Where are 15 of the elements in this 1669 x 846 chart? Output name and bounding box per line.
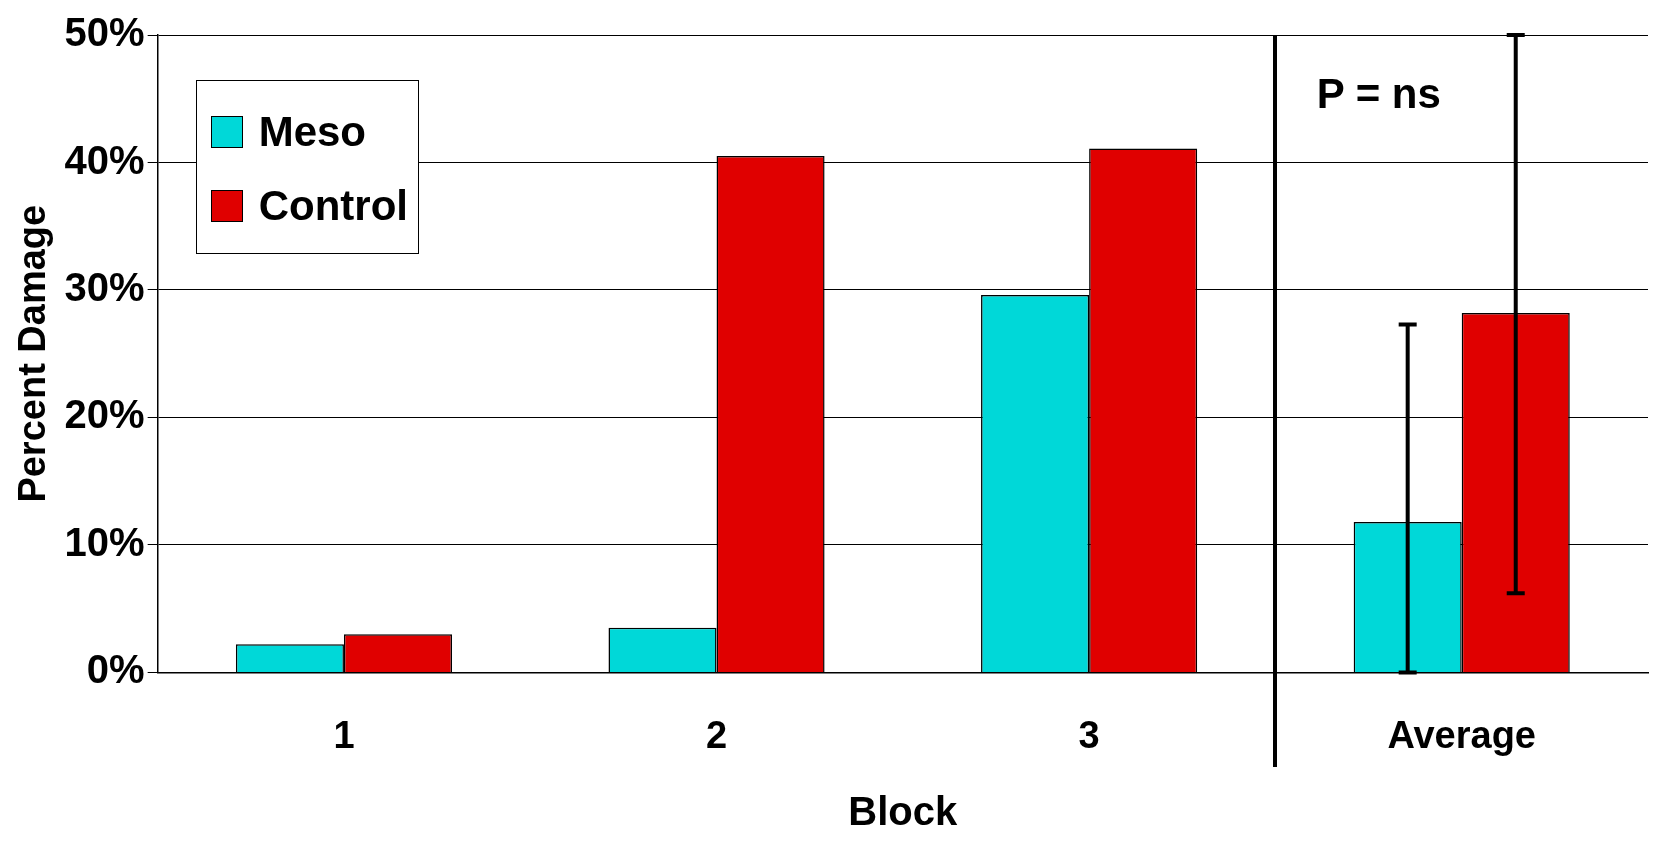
x-axis-title: Block bbox=[848, 789, 959, 834]
x-tick-label: Average bbox=[1387, 713, 1536, 756]
annotation: P = ns bbox=[1316, 70, 1441, 118]
y-axis-title: Percent Damage bbox=[11, 204, 54, 503]
y-tick-label: 30% bbox=[64, 264, 145, 309]
legend-label: Control bbox=[258, 181, 408, 231]
y-tick-label: 40% bbox=[64, 137, 145, 182]
y-tick-label: 20% bbox=[64, 392, 145, 437]
y-tick-label: 0% bbox=[86, 647, 145, 692]
y-tick-label: 50% bbox=[64, 10, 145, 55]
y-tick-label: 10% bbox=[64, 519, 145, 564]
legend-label: Meso bbox=[258, 107, 367, 157]
x-tick-label: 3 bbox=[1078, 713, 1100, 756]
x-tick-label: 1 bbox=[333, 713, 355, 756]
x-tick-label: 2 bbox=[705, 713, 728, 756]
